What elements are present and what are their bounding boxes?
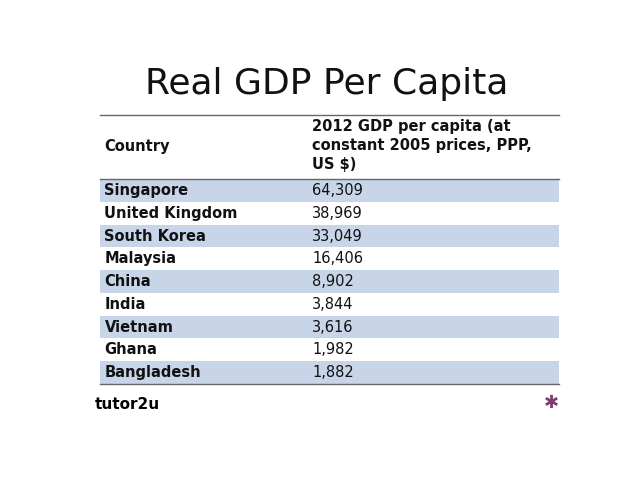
Text: South Korea: South Korea (105, 228, 206, 243)
Bar (100, 225, 560, 248)
Text: 38,969: 38,969 (312, 206, 363, 221)
Text: 16,406: 16,406 (312, 251, 363, 266)
Text: 8,902: 8,902 (312, 274, 354, 289)
Text: 3,616: 3,616 (312, 319, 353, 334)
Text: China: China (105, 274, 151, 289)
Text: United Kingdom: United Kingdom (105, 206, 238, 221)
Text: Bangladesh: Bangladesh (105, 365, 201, 380)
Text: Country: Country (105, 139, 170, 154)
Bar (100, 270, 560, 293)
Text: India: India (105, 297, 146, 312)
Text: Real GDP Per Capita: Real GDP Per Capita (145, 67, 508, 101)
Text: Singapore: Singapore (105, 183, 189, 198)
Text: 3,844: 3,844 (312, 297, 353, 312)
Bar (100, 316, 560, 338)
Text: 2012 GDP per capita (at
constant 2005 prices, PPP,
US $): 2012 GDP per capita (at constant 2005 pr… (312, 119, 532, 172)
Text: Vietnam: Vietnam (105, 319, 174, 334)
Text: 64,309: 64,309 (312, 183, 363, 198)
Text: tutor2u: tutor2u (94, 397, 160, 411)
Bar (100, 179, 560, 202)
Text: 33,049: 33,049 (312, 228, 363, 243)
Bar (100, 361, 560, 384)
Text: 1,982: 1,982 (312, 342, 354, 357)
Text: ✱: ✱ (544, 394, 560, 411)
Text: Ghana: Ghana (105, 342, 158, 357)
Text: Malaysia: Malaysia (105, 251, 177, 266)
Text: 1,882: 1,882 (312, 365, 354, 380)
